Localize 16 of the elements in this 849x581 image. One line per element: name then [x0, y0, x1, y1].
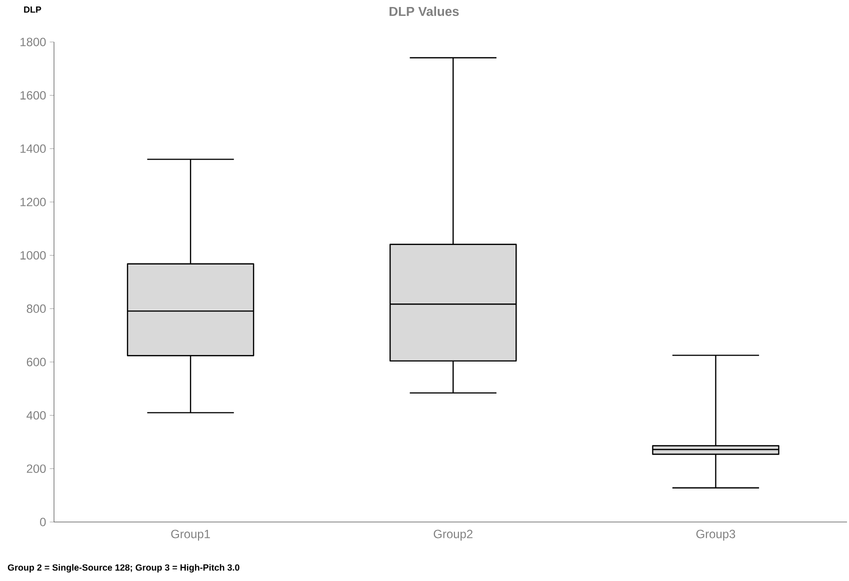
- y-tick-label: 200: [26, 464, 46, 473]
- y-tick-label: 1400: [20, 144, 46, 153]
- y-tick-label: 1000: [20, 251, 46, 260]
- x-tick-label: Group1: [171, 530, 210, 541]
- x-tick-label: Group3: [696, 530, 736, 541]
- y-tick-label: 0: [40, 518, 46, 526]
- y-tick-label: 1200: [20, 198, 46, 206]
- y-tick-label: 800: [26, 304, 46, 313]
- text: Group 2 = Single-Source 128; Group 3 = High-Pitch 3.0: [8, 564, 240, 572]
- y-tick-label: 1800: [20, 38, 46, 46]
- y-tick-label: 400: [26, 411, 46, 420]
- y-tick-label: 600: [26, 358, 46, 366]
- chart-title: DLP Values: [390, 6, 459, 16]
- y-axis-title: DLP: [24, 6, 42, 13]
- y-tick-label: 1600: [20, 91, 46, 100]
- x-tick-label: Group2: [434, 530, 472, 541]
